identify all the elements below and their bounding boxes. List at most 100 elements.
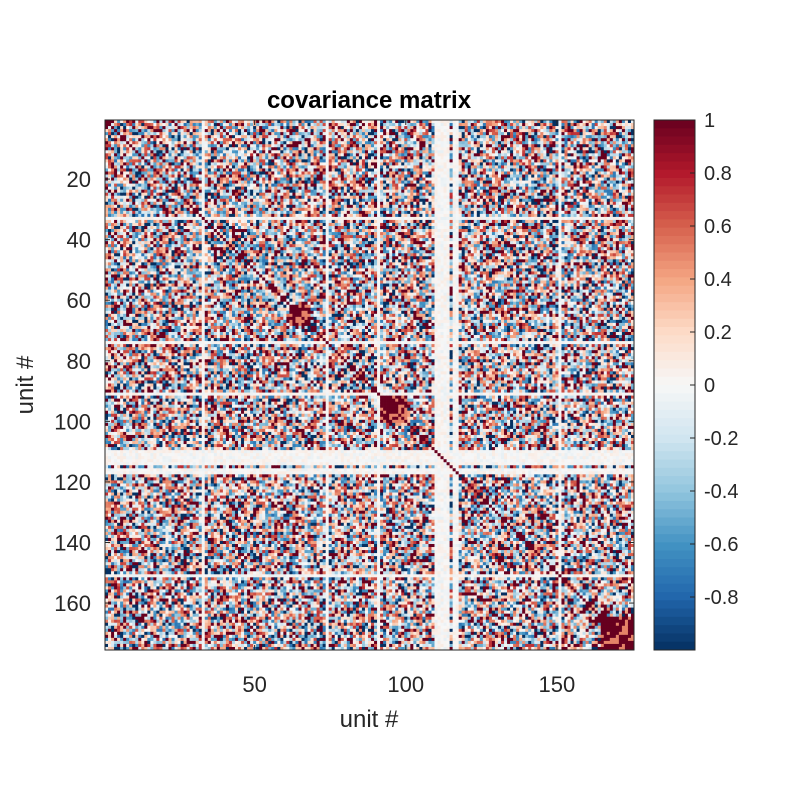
- heatmap-cell: [325, 195, 330, 200]
- heatmap-cell: [126, 150, 130, 154]
- heatmap-cell: [606, 201, 611, 206]
- heatmap-cell: [549, 159, 553, 163]
- heatmap-cell: [401, 189, 405, 194]
- heatmap-cell: [117, 138, 121, 142]
- heatmap-cell: [132, 135, 136, 139]
- heatmap-cell: [564, 177, 568, 181]
- heatmap-cell: [180, 153, 184, 157]
- heatmap-cell: [500, 138, 505, 142]
- heatmap-cell: [467, 198, 472, 203]
- heatmap-cell: [126, 186, 130, 191]
- heatmap-cell: [274, 156, 278, 160]
- heatmap-cell: [316, 177, 320, 181]
- heatmap-cell: [452, 126, 456, 130]
- heatmap-cell: [132, 189, 136, 194]
- heatmap-cell: [225, 162, 230, 166]
- heatmap-cell: [413, 189, 417, 194]
- heatmap-cell: [292, 180, 296, 184]
- heatmap-cell: [304, 147, 308, 151]
- heatmap-cell: [159, 147, 163, 151]
- heatmap-cell: [301, 168, 305, 172]
- heatmap-cell: [325, 186, 330, 191]
- heatmap-cell: [422, 150, 426, 154]
- heatmap-cell: [241, 141, 245, 145]
- heatmap-cell: [289, 141, 293, 145]
- heatmap-cell: [513, 186, 517, 191]
- heatmap-cell: [500, 135, 505, 139]
- heatmap-cell: [141, 144, 145, 148]
- heatmap-cell: [383, 153, 387, 157]
- heatmap-cell: [241, 123, 245, 127]
- heatmap-cell: [425, 120, 429, 124]
- heatmap-cell: [358, 195, 363, 200]
- heatmap-cell: [434, 195, 438, 200]
- heatmap-cell: [543, 195, 547, 200]
- heatmap-cell: [582, 186, 586, 191]
- heatmap-cell: [289, 180, 293, 184]
- heatmap-cell: [186, 144, 190, 148]
- heatmap-cell: [597, 198, 602, 203]
- heatmap-cell: [579, 171, 583, 175]
- heatmap-cell: [271, 129, 275, 133]
- heatmap-cell: [349, 120, 354, 124]
- heatmap-cell: [355, 177, 360, 181]
- heatmap-cell: [440, 165, 444, 169]
- heatmap-cell: [585, 198, 589, 203]
- heatmap-cell: [416, 183, 420, 187]
- heatmap-cell: [404, 165, 408, 169]
- heatmap-cell: [437, 192, 441, 197]
- heatmap-cell: [386, 153, 390, 157]
- heatmap-cell: [253, 171, 257, 175]
- heatmap-cell: [361, 129, 366, 133]
- heatmap-cell: [207, 120, 212, 124]
- heatmap-cell: [449, 120, 453, 124]
- heatmap-cell: [431, 135, 435, 139]
- heatmap-cell: [213, 204, 218, 209]
- heatmap-cell: [576, 126, 580, 130]
- heatmap-cell: [446, 135, 450, 139]
- heatmap-cell: [585, 168, 589, 172]
- heatmap-cell: [600, 168, 605, 172]
- heatmap-cell: [165, 138, 169, 142]
- heatmap-cell: [386, 150, 390, 154]
- heatmap-cell: [449, 177, 453, 181]
- heatmap-cell: [419, 144, 423, 148]
- heatmap-cell: [464, 141, 469, 145]
- heatmap-cell: [319, 153, 323, 157]
- heatmap-cell: [552, 201, 556, 206]
- heatmap-cell: [180, 165, 184, 169]
- heatmap-cell: [310, 204, 314, 209]
- heatmap-cell: [105, 147, 109, 151]
- heatmap-cell: [522, 156, 526, 160]
- heatmap-cell: [482, 195, 487, 200]
- heatmap-cell: [307, 123, 311, 127]
- heatmap-cell: [340, 129, 345, 133]
- heatmap-cell: [219, 171, 224, 175]
- heatmap-cell: [579, 177, 583, 181]
- heatmap-cell: [618, 174, 623, 178]
- heatmap-cell: [289, 171, 293, 175]
- heatmap-cell: [609, 120, 614, 124]
- heatmap-cell: [383, 150, 387, 154]
- heatmap-cell: [440, 201, 444, 206]
- heatmap-cell: [159, 171, 163, 175]
- heatmap-cell: [594, 153, 599, 157]
- heatmap-cell: [277, 174, 281, 178]
- heatmap-cell: [609, 165, 614, 169]
- heatmap-cell: [425, 129, 429, 133]
- heatmap-cell: [331, 198, 336, 203]
- heatmap-cell: [238, 135, 242, 139]
- heatmap-cell: [630, 129, 635, 133]
- heatmap-cell: [198, 198, 203, 203]
- heatmap-cell: [204, 165, 209, 169]
- heatmap-cell: [301, 174, 305, 178]
- heatmap-cell: [331, 201, 336, 206]
- heatmap-cell: [516, 192, 520, 197]
- heatmap-cell: [328, 135, 333, 139]
- heatmap-cell: [537, 201, 541, 206]
- heatmap-cell: [470, 183, 475, 187]
- heatmap-cell: [180, 198, 184, 203]
- heatmap-cell: [247, 180, 251, 184]
- heatmap-cell: [126, 138, 130, 142]
- heatmap-cell: [594, 201, 599, 206]
